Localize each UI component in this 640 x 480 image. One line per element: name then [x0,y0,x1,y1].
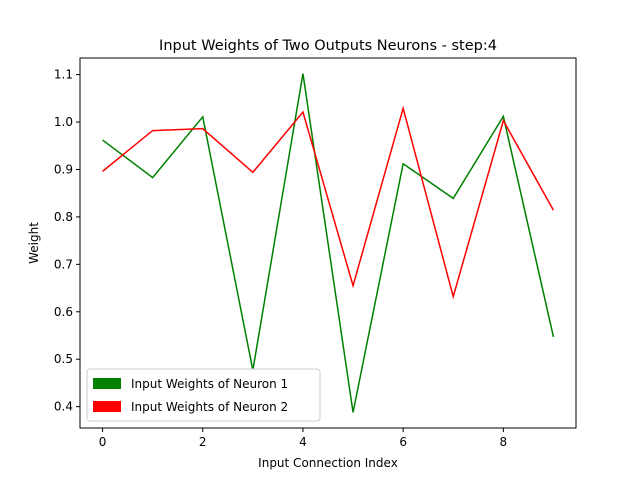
x-tick-label: 2 [199,435,207,449]
legend-frame [86,368,321,422]
x-axis-label: Input Connection Index [258,456,398,470]
plot-frame [79,57,577,429]
legend: Input Weights of Neuron 1 Input Weights … [86,368,321,422]
y-tick-label: 0.4 [54,400,73,414]
legend-label-neuron-2: Input Weights of Neuron 2 [131,400,288,414]
y-tick-label: 0.8 [54,210,73,224]
series-lines [102,73,555,413]
legend-swatch-neuron-2 [93,401,121,412]
series-line-neuron-1 [102,73,555,413]
y-axis-label: Weight [27,222,41,264]
y-tick-label: 0.9 [54,162,73,176]
x-tick-label: 8 [500,435,508,449]
y-tick-label: 0.6 [54,305,73,319]
y-tick-label: 0.5 [54,352,73,366]
y-tick-label: 0.7 [54,257,73,271]
x-tick-label: 6 [399,435,407,449]
x-tick-label: 4 [299,435,307,449]
x-tick-label: 0 [99,435,107,449]
legend-swatch-neuron-1 [93,378,121,389]
legend-label-neuron-1: Input Weights of Neuron 1 [131,377,288,391]
y-tick-label: 1.0 [54,115,73,129]
x-axis-ticks: 0 2 4 6 8 [99,428,507,449]
y-tick-label: 1.1 [54,68,73,82]
series-line-neuron-2 [102,105,555,300]
chart-title: Input Weights of Two Outputs Neurons - s… [159,38,497,54]
y-axis-ticks: 0.4 0.5 0.6 0.7 0.8 0.9 1.0 1.1 [54,68,80,414]
